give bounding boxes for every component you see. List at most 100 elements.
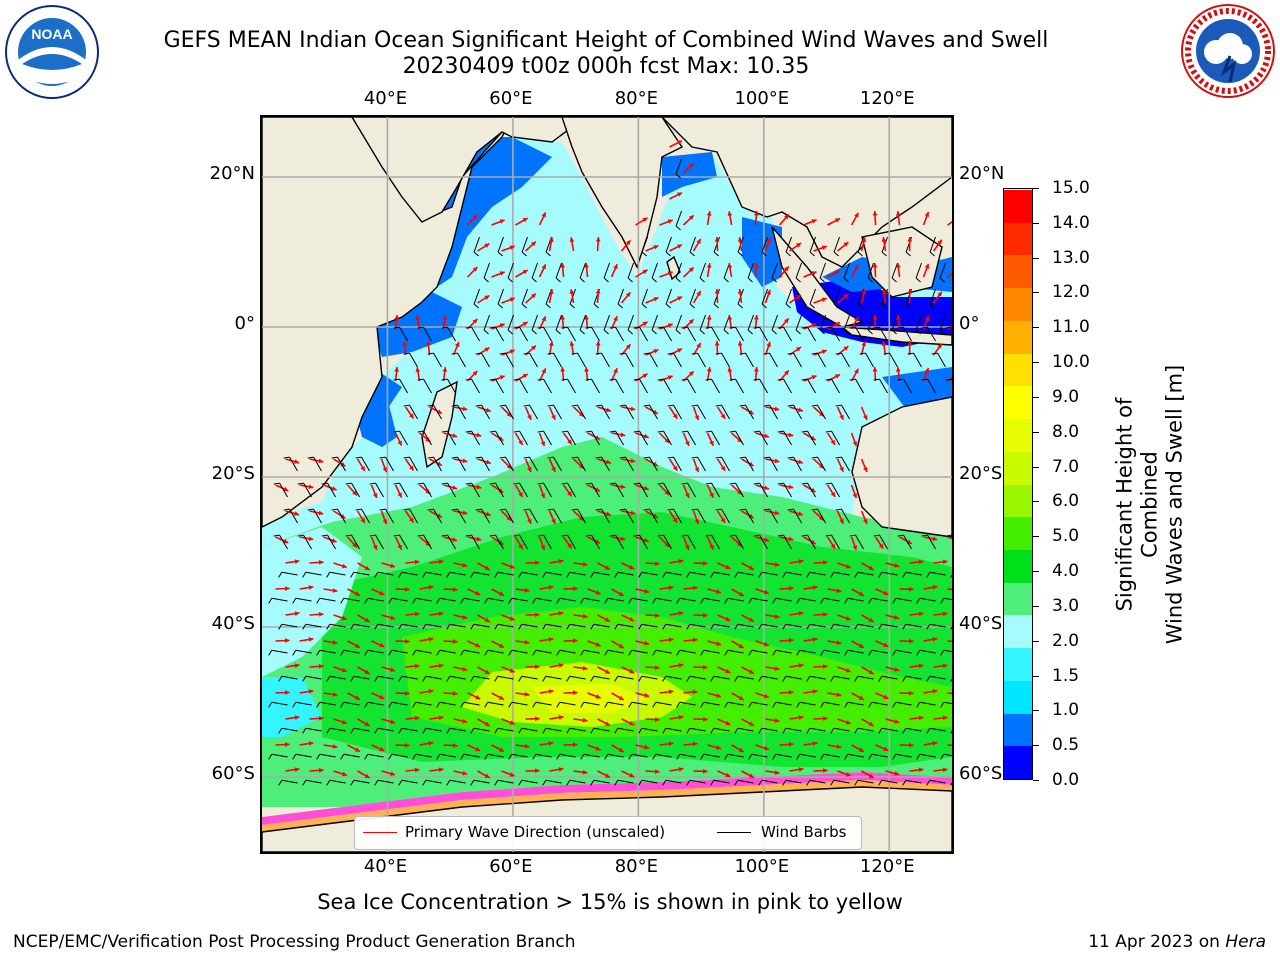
wind-barb <box>518 727 538 734</box>
wave-direction-arrow <box>860 510 868 525</box>
wave-direction-arrow <box>872 262 878 278</box>
wave-direction-arrow <box>491 323 505 330</box>
wind-barb <box>633 482 648 498</box>
wind-barb <box>628 597 648 604</box>
colorbar-swatch <box>1004 353 1032 387</box>
wave-direction-arrow <box>861 770 875 779</box>
colorbar-tick-label: 15.0 <box>1052 178 1090 198</box>
wave-direction-arrow <box>501 614 515 621</box>
wave-direction-arrow <box>683 637 698 643</box>
wave-direction-arrow <box>569 341 575 356</box>
wave-direction-arrow <box>381 718 396 724</box>
wind-barb <box>940 649 952 656</box>
wind-barb <box>945 326 952 329</box>
wave-direction-arrow <box>707 588 722 594</box>
wave-direction-arrow <box>515 269 529 278</box>
wave-direction-arrow <box>597 718 611 727</box>
wind-barb <box>483 262 491 283</box>
wave-direction-arrow <box>779 432 794 438</box>
colorbar-title-line1: Significant Height of Combined <box>1112 397 1162 612</box>
wind-barb <box>939 262 947 283</box>
wave-direction-arrow <box>659 637 674 643</box>
wave-direction-arrow <box>491 484 504 494</box>
wave-direction-arrow <box>789 559 804 564</box>
wind-barb <box>739 352 754 368</box>
wind-barb <box>633 326 648 342</box>
wind-barb <box>398 779 418 786</box>
wave-direction-arrow <box>538 536 546 551</box>
colorbar-tick-mark <box>1033 292 1039 294</box>
wind-barb <box>667 404 682 420</box>
wind-barb <box>801 378 816 394</box>
wave-direction-arrow <box>539 689 554 694</box>
wave-direction-arrow <box>706 315 712 330</box>
wave-direction-arrow <box>491 432 504 442</box>
wind-barb <box>849 326 864 342</box>
wave-direction-arrow <box>584 314 589 330</box>
wave-direction-arrow <box>789 715 804 720</box>
wave-direction-arrow <box>466 214 478 226</box>
wave-direction-arrow <box>727 211 733 226</box>
wave-direction-arrow <box>610 367 618 382</box>
wave-direction-arrow <box>595 340 601 356</box>
wave-direction-arrow <box>515 639 530 645</box>
wind-barb <box>843 262 851 283</box>
wind-barb <box>652 649 672 656</box>
wind-barb <box>537 326 552 342</box>
wave-direction-arrow <box>706 432 715 447</box>
wave-direction-arrow <box>645 665 660 670</box>
wind-barb <box>340 649 360 656</box>
wind-barb <box>547 456 562 472</box>
wave-direction-arrow <box>778 213 790 226</box>
colorbar-swatch <box>1004 287 1032 321</box>
colorbar-swatch <box>1004 484 1032 518</box>
wave-direction-arrow <box>563 742 578 748</box>
wave-direction-arrow <box>861 666 875 675</box>
wave-direction-arrow <box>501 297 515 304</box>
wind-barb <box>614 727 634 734</box>
lon-label-bottom: 120°E <box>859 856 915 877</box>
wave-direction-arrow <box>524 510 532 525</box>
wind-barb <box>379 508 394 524</box>
wind-barb <box>326 727 346 734</box>
wind-barb <box>638 727 658 734</box>
wind-barb <box>374 571 394 578</box>
wind-barb <box>388 649 408 656</box>
colorbar-tick-label: 12.0 <box>1052 282 1090 303</box>
wind-barb <box>513 534 528 550</box>
wave-direction-arrow <box>525 560 540 566</box>
wave-direction-arrow <box>861 718 875 727</box>
lat-label-left: 20°S <box>211 463 255 484</box>
wind-barb <box>484 649 504 656</box>
wave-direction-arrow <box>659 689 674 695</box>
wind-barb <box>278 571 298 578</box>
wind-barb <box>436 597 456 604</box>
wave-direction-arrow <box>753 366 759 382</box>
wind-barb <box>681 482 696 498</box>
wind-barb <box>801 430 816 446</box>
colorbar-swatch <box>1004 189 1032 223</box>
wind-barb <box>633 534 648 550</box>
wind-barb <box>489 482 504 498</box>
wind-barb <box>843 314 851 335</box>
wave-direction-arrow <box>539 741 554 746</box>
wind-barb <box>651 262 659 283</box>
wind-barb <box>633 378 648 394</box>
wave-direction-arrow <box>764 237 771 252</box>
colorbar-tick-mark <box>1033 222 1039 224</box>
wind-barb <box>507 262 515 283</box>
wind-barb <box>801 482 816 498</box>
colorbar-tick-label: 9.0 <box>1052 386 1080 407</box>
wind-barb <box>830 727 850 734</box>
wind-barb <box>849 378 864 394</box>
wind-barb <box>326 675 346 682</box>
wave-direction-arrow <box>333 770 348 777</box>
wave-direction-arrow <box>610 315 618 330</box>
colorbar-tick-mark <box>1033 188 1039 189</box>
wind-barb <box>940 753 952 760</box>
wind-barb <box>652 701 672 708</box>
wave-direction-arrow <box>716 406 726 420</box>
wind-barb <box>891 262 899 283</box>
wind-barb <box>675 314 683 335</box>
wind-barb <box>614 779 634 786</box>
